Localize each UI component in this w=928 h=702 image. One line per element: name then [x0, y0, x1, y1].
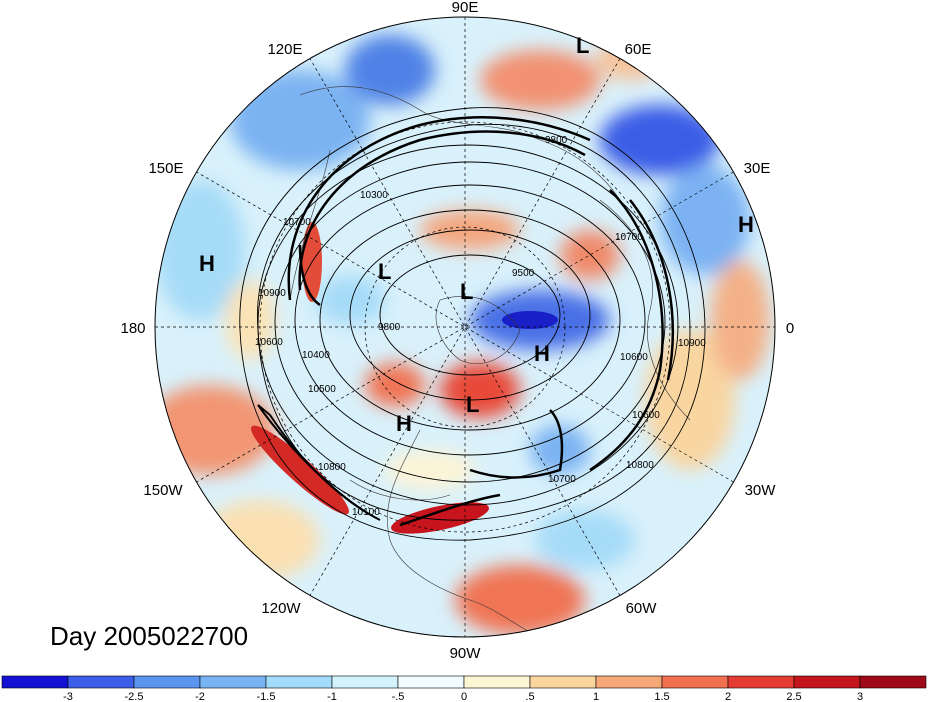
low-center: L	[466, 392, 479, 417]
jet-contours	[257, 116, 674, 527]
high-center: H	[534, 341, 550, 366]
contour-label: 10600	[632, 410, 660, 421]
high-center: H	[199, 251, 215, 276]
lon-label-150e: 150E	[148, 160, 183, 177]
lon-label-180: 180	[120, 320, 145, 337]
colorbar-tick-label: 1	[593, 691, 599, 702]
contour-label: 10900	[258, 288, 286, 299]
colorbar-swatch	[727, 675, 795, 689]
contour-label: 9500	[512, 268, 535, 279]
colorbar-swatch	[331, 675, 399, 689]
lon-label-30e: 30E	[744, 160, 771, 177]
colorbar-swatch	[595, 675, 663, 689]
colorbar-swatch	[529, 675, 597, 689]
colorbar-tick-label: 2.5	[786, 691, 801, 702]
contour-label: 10600	[255, 337, 283, 348]
colorbar-swatch	[463, 675, 531, 689]
colorbar-tick-label: 1.5	[654, 691, 669, 702]
lon-label-150w: 150W	[143, 482, 183, 499]
colorbar-swatch	[1, 675, 69, 689]
low-center: L	[378, 259, 391, 284]
low-center: L	[576, 33, 589, 58]
contour-labels: 9800 10300 10700 10900 10600 9500 9800 1…	[255, 135, 706, 518]
contour-label: 10800	[318, 462, 346, 473]
colorbar-swatch	[199, 675, 267, 689]
colorbar-tick-label: -2	[195, 691, 205, 702]
contour-label: 10700	[283, 217, 311, 228]
high-center: H	[396, 411, 412, 436]
anomaly-field	[155, 17, 775, 637]
height-contours	[239, 107, 706, 541]
colorbar-swatch	[133, 675, 201, 689]
map-boundary	[154, 16, 776, 638]
pressure-centers: L H H L L H H L	[199, 33, 754, 436]
contour-label: 10800	[626, 460, 654, 471]
lon-label-30w: 30W	[745, 482, 777, 499]
colorbar-swatch	[661, 675, 729, 689]
low-center: L	[460, 279, 473, 304]
contour-label: 10600	[620, 352, 648, 363]
colorbar-tick-label: -1.5	[257, 691, 276, 702]
colorbar-tick-label: -2.5	[125, 691, 144, 702]
colorbar-swatch	[397, 675, 465, 689]
contour-label: 10900	[678, 338, 706, 349]
lon-label-0: 0	[786, 320, 794, 337]
colorbar-tick-label: 0	[461, 691, 467, 702]
colorbar-tick-label: -1	[327, 691, 337, 702]
colorbar-swatch	[265, 675, 333, 689]
colorbar: -3 -2.5 -2 -1.5 -1 -.5 0 .5 1 1.5 2 2.5 3	[1, 675, 927, 702]
graticule	[155, 17, 775, 637]
colorbar-tick-label: 3	[857, 691, 863, 702]
high-center: H	[738, 212, 754, 237]
contour-label: 9800	[545, 135, 568, 146]
colorbar-swatch	[793, 675, 861, 689]
contour-label: 10400	[302, 350, 330, 361]
longitude-labels: 90E 60E 30E 0 30W 60W 90W 120W 150W 180 …	[120, 0, 794, 662]
lon-label-60e: 60E	[625, 41, 652, 58]
contour-label: 10300	[360, 190, 388, 201]
colorbar-tick-label: 2	[725, 691, 731, 702]
colorbar-swatch	[67, 675, 135, 689]
colorbar-tick-label: -.5	[392, 691, 405, 702]
colorbar-tick-label: -3	[63, 691, 73, 702]
lon-label-90w: 90W	[450, 645, 482, 662]
coastlines	[289, 86, 691, 637]
lon-label-90e: 90E	[452, 0, 479, 16]
colorbar-swatch	[859, 675, 927, 689]
lon-label-60w: 60W	[626, 600, 658, 617]
lon-label-120e: 120E	[267, 41, 302, 58]
contour-label: 10700	[615, 232, 643, 243]
contour-label: 10500	[308, 384, 336, 395]
contour-label: 9800	[378, 322, 401, 333]
contour-label: 10700	[548, 474, 576, 485]
colorbar-tick-label: .5	[525, 691, 534, 702]
date-label: Day 2005022700	[50, 621, 248, 651]
contour-label: 10100	[352, 507, 380, 518]
lon-label-120w: 120W	[261, 600, 301, 617]
